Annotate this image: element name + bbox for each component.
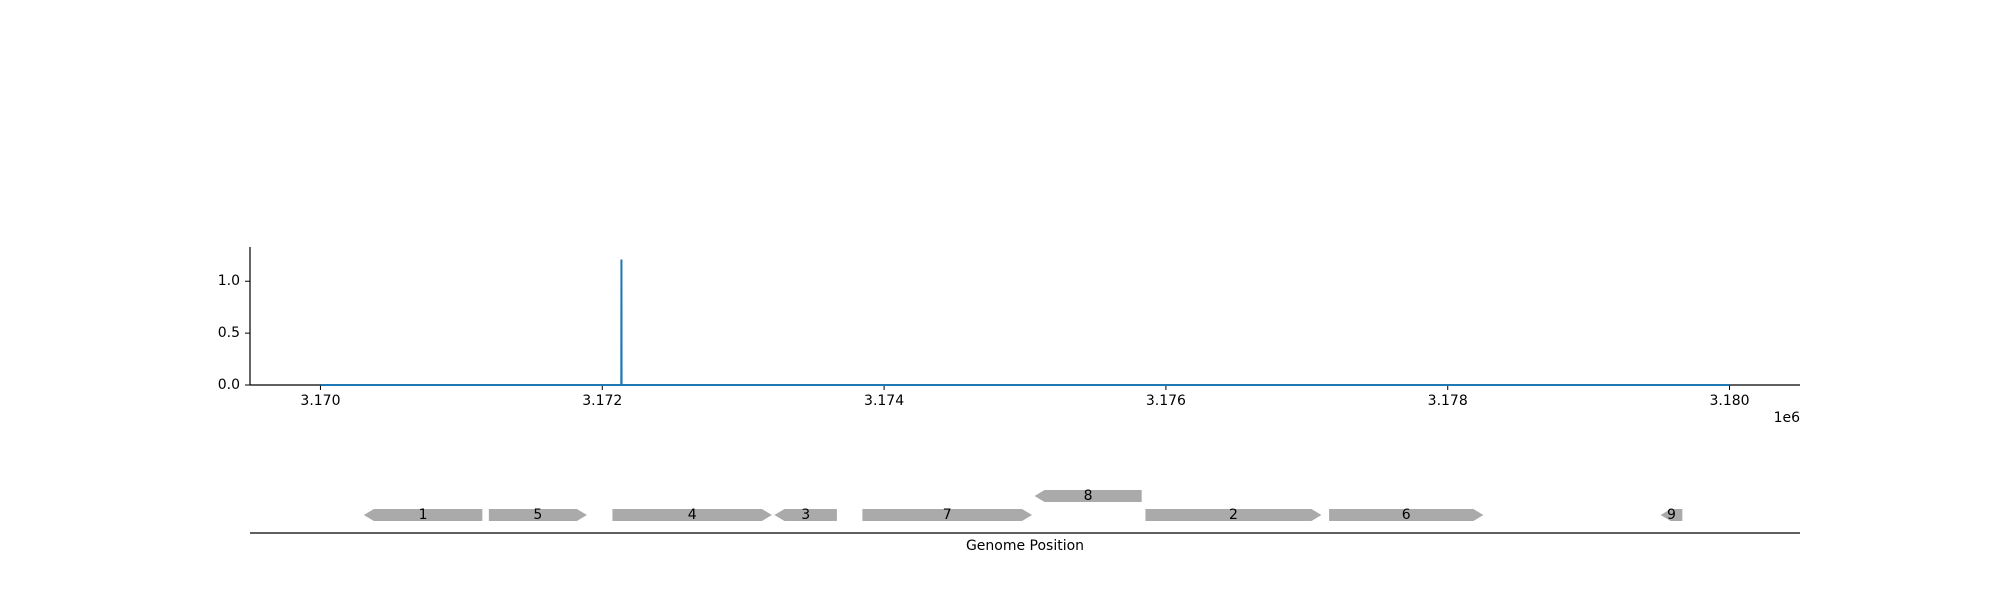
gene-label: 7 [943,507,952,523]
gene-arrow [363,509,483,521]
x-tick-label: 3.170 [300,393,340,409]
gene-arrow [488,509,587,521]
x-tick-label: 3.174 [864,393,904,409]
gene-label: 5 [533,507,542,523]
x-tick-label: 3.180 [1709,393,1749,409]
y-tick-label: 0.5 [218,325,240,341]
data-line [320,259,1730,386]
y-tick-label: 0.0 [218,377,240,393]
gene-label: 6 [1402,507,1411,523]
gene-arrow [862,509,1033,521]
gene-arrow [1329,509,1484,521]
gene-label: 1 [419,507,428,523]
gene-label: 9 [1667,507,1676,523]
gene-arrow [612,509,772,521]
gene-arrow [774,509,837,521]
x-offset-label: 1e6 [1774,410,1801,426]
x-axis-label: Genome Position [966,538,1084,554]
y-tick-label: 1.0 [218,273,240,289]
x-tick-label: 3.172 [582,393,622,409]
gene-arrow [1145,509,1322,521]
x-tick-label: 3.176 [1146,393,1186,409]
gene-label: 3 [801,507,810,523]
x-tick-label: 3.178 [1428,393,1468,409]
gene-label: 8 [1084,488,1093,504]
gene-label: 2 [1229,507,1238,523]
gene-label: 4 [688,507,697,523]
gene-arrow [1034,490,1142,502]
gene-arrow [1660,509,1683,521]
